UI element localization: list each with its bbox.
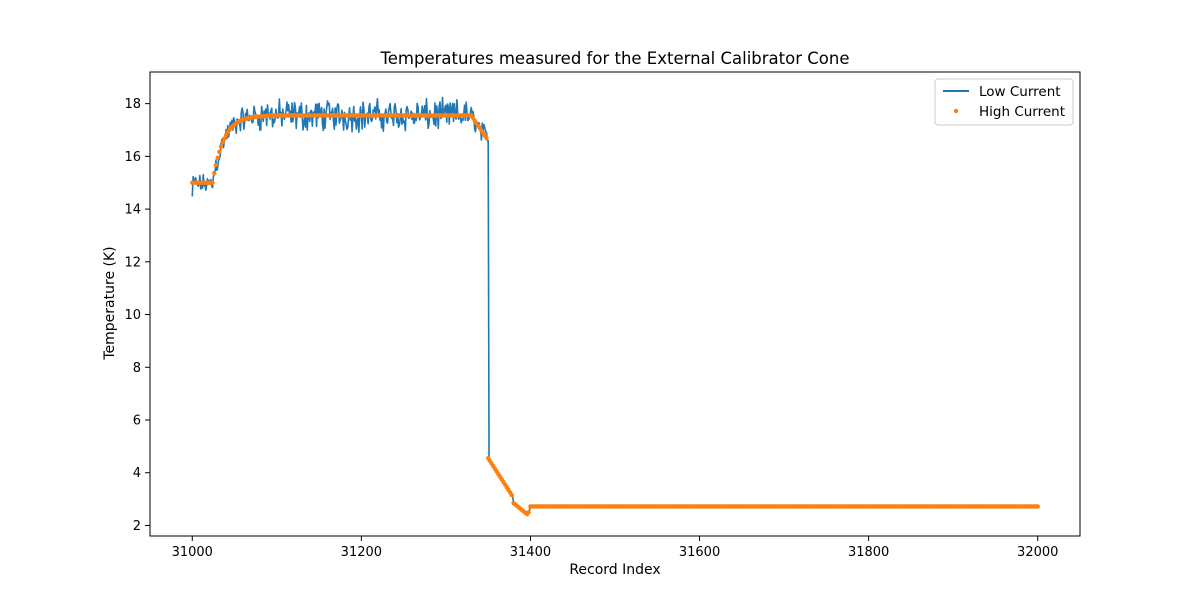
data-point: [220, 140, 225, 145]
x-tick-label: 31200: [341, 545, 382, 560]
x-tick-label: 31800: [848, 545, 889, 560]
plot-area: [190, 96, 1040, 517]
y-tick-label: 6: [133, 414, 141, 429]
y-tick-label: 14: [124, 203, 141, 218]
y-tick-label: 8: [133, 361, 141, 376]
y-tick-label: 18: [124, 97, 141, 112]
legend-label: Low Current: [979, 84, 1061, 100]
x-tick-label: 31400: [510, 545, 551, 560]
legend: Low Current High Current: [934, 78, 1074, 126]
y-axis-label: Temperature (K): [102, 246, 118, 360]
y-tick-label: 16: [124, 150, 141, 165]
data-point: [1035, 504, 1040, 509]
data-point: [215, 155, 220, 161]
data-point: [218, 144, 224, 149]
x-tick-label: 31000: [172, 545, 213, 560]
legend-label: High Current: [979, 104, 1065, 120]
y-tick-label: 12: [124, 255, 141, 270]
x-axis-label: Record Index: [569, 562, 660, 578]
data-point: [509, 492, 515, 498]
legend-marker-high-current: [953, 108, 959, 114]
axes-frame: [149, 71, 1081, 537]
data-point: [212, 170, 217, 176]
x-tick-label: 32000: [1017, 545, 1058, 560]
data-point: [217, 149, 222, 155]
data-point: [222, 136, 227, 141]
data-point: [484, 135, 489, 141]
data-point: [213, 162, 219, 168]
data-point: [526, 509, 531, 515]
chart-title: Temperatures measured for the External C…: [380, 49, 850, 68]
series-points-high-current: [190, 113, 1040, 517]
data-point: [210, 180, 215, 185]
legend-box: [934, 78, 1074, 126]
y-tick-label: 2: [133, 519, 141, 534]
y-tick-label: 10: [124, 308, 141, 323]
axes: 31000 31200 31400 31600 31800 32000 2 4 6 8 10 12 14…: [124, 71, 1081, 560]
y-tick-label: 4: [133, 466, 141, 481]
x-tick-label: 31600: [679, 545, 720, 560]
